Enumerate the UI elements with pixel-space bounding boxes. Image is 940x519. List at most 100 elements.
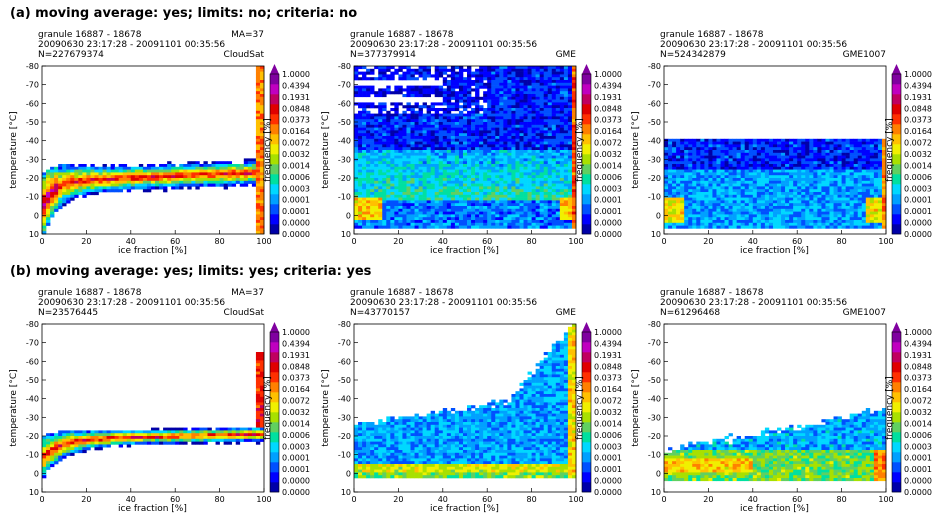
- heatmap-cell: [119, 181, 123, 184]
- heatmap-cell: [765, 158, 769, 161]
- heatmap-cell: [398, 116, 402, 119]
- heatmap-cell: [224, 186, 228, 189]
- heatmap-cell: [548, 167, 552, 170]
- heatmap-cell: [696, 212, 700, 215]
- heatmap-cell: [139, 184, 143, 187]
- heatmap-cell: [256, 156, 260, 159]
- heatmap-cell: [370, 170, 374, 173]
- heatmap-cell: [487, 102, 491, 105]
- heatmap-cell: [256, 195, 260, 198]
- heatmap-cell: [443, 144, 447, 147]
- colorbar-segment: [582, 224, 591, 234]
- heatmap-cell: [692, 156, 696, 159]
- heatmap-cell: [511, 130, 515, 133]
- heatmap-cell: [447, 170, 451, 173]
- heatmap-cell: [99, 167, 103, 170]
- heatmap-cell: [366, 206, 370, 209]
- heatmap-cell: [560, 167, 564, 170]
- heatmap-cell: [362, 212, 366, 215]
- heatmap-cell: [532, 164, 536, 167]
- heatmap-cell: [507, 170, 511, 173]
- heatmap-cell: [82, 170, 86, 173]
- heatmap-cell: [499, 158, 503, 161]
- heatmap-cell: [532, 209, 536, 212]
- heatmap-cell: [528, 66, 532, 69]
- heatmap-cell: [411, 74, 415, 77]
- heatmap-cell: [203, 184, 207, 187]
- colorbar-tick-label: 0.1931: [282, 93, 310, 102]
- heatmap-cell: [419, 164, 423, 167]
- heatmap-cell: [540, 200, 544, 203]
- heatmap-cell: [712, 203, 716, 206]
- heatmap-cell: [781, 175, 785, 178]
- heatmap-cell: [552, 91, 556, 94]
- heatmap-cell: [757, 167, 761, 170]
- heatmap-cell: [765, 223, 769, 226]
- heatmap-cell: [475, 178, 479, 181]
- heatmap-cell: [761, 200, 765, 203]
- heatmap-cell: [382, 223, 386, 226]
- heatmap-cell: [708, 209, 712, 212]
- heatmap-cell: [358, 178, 362, 181]
- heatmap-cell: [708, 167, 712, 170]
- heatmap-cell: [467, 189, 471, 192]
- heatmap-cell: [729, 147, 733, 150]
- heatmap-cell: [721, 181, 725, 184]
- heatmap-cell: [354, 102, 358, 105]
- heatmap-cell: [471, 217, 475, 220]
- heatmap-cell: [451, 186, 455, 189]
- heatmap-cell: [548, 189, 552, 192]
- heatmap-cell: [793, 175, 797, 178]
- heatmap-cell: [451, 136, 455, 139]
- heatmap-cell: [467, 172, 471, 175]
- heatmap-cell: [378, 209, 382, 212]
- heatmap-cell: [240, 164, 244, 167]
- heatmap-cell: [733, 175, 737, 178]
- heatmap-cell: [419, 111, 423, 114]
- heatmap-cell: [354, 209, 358, 212]
- heatmap-cell: [390, 130, 394, 133]
- heatmap-cell: [483, 206, 487, 209]
- heatmap-cell: [435, 133, 439, 136]
- heatmap-cell: [62, 195, 66, 198]
- heatmap-cell: [519, 136, 523, 139]
- heatmap-cell: [467, 77, 471, 80]
- heatmap-cell: [455, 153, 459, 156]
- heatmap-cell: [459, 189, 463, 192]
- heatmap-cell: [737, 198, 741, 201]
- heatmap-cell: [415, 119, 419, 122]
- heatmap-cell: [463, 186, 467, 189]
- heatmap-cell: [362, 223, 366, 226]
- heatmap-cell: [475, 217, 479, 220]
- heatmap-cell: [737, 212, 741, 215]
- heatmap-cell: [777, 203, 781, 206]
- heatmap-cell: [716, 161, 720, 164]
- heatmap-cell: [455, 226, 459, 229]
- heatmap-cell: [749, 209, 753, 212]
- heatmap-cell: [487, 72, 491, 75]
- heatmap-cell: [499, 94, 503, 97]
- heatmap-cell: [668, 195, 672, 198]
- heatmap-cell: [419, 203, 423, 206]
- heatmap-cell: [676, 223, 680, 226]
- heatmap-cell: [419, 105, 423, 108]
- heatmap-cell: [447, 128, 451, 131]
- heatmap-cell: [741, 158, 745, 161]
- heatmap-cell: [374, 178, 378, 181]
- heatmap-cell: [524, 139, 528, 142]
- heatmap-cell: [411, 105, 415, 108]
- heatmap-cell: [797, 147, 801, 150]
- heatmap-cell: [556, 195, 560, 198]
- heatmap-cell: [548, 156, 552, 159]
- heatmap-cell: [789, 198, 793, 201]
- heatmap-cell: [471, 136, 475, 139]
- heatmap-cell: [459, 100, 463, 103]
- heatmap-cell: [94, 167, 98, 170]
- heatmap-cell: [552, 83, 556, 86]
- heatmap-cell: [769, 220, 773, 223]
- heatmap-cell: [741, 192, 745, 195]
- heatmap-cell: [471, 167, 475, 170]
- heatmap-cell: [402, 184, 406, 187]
- heatmap-cell: [777, 164, 781, 167]
- heatmap-cell: [692, 184, 696, 187]
